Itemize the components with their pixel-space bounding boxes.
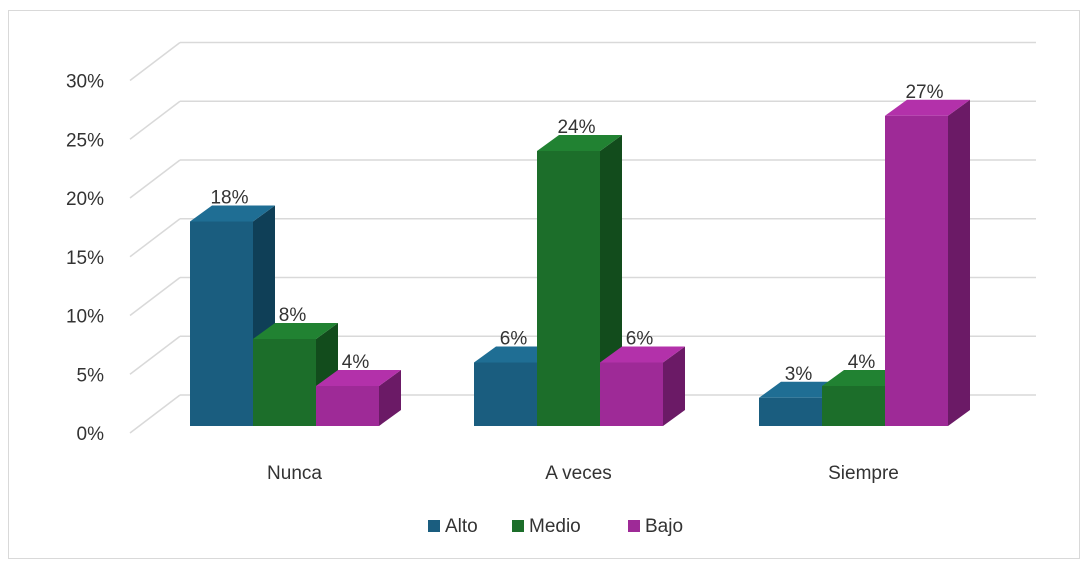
gridline-diagonal [129, 41, 181, 82]
bar-top [253, 323, 338, 339]
category-label: A veces [545, 463, 612, 484]
bar-top [600, 346, 685, 363]
bar [600, 362, 663, 426]
gridline-diagonal [129, 335, 181, 375]
y-tick-label: 10% [66, 307, 104, 328]
y-tick-label: 25% [66, 130, 104, 151]
bar-side [379, 370, 401, 426]
data-label: 4% [848, 352, 876, 373]
data-label: 18% [210, 188, 248, 209]
bar [885, 115, 948, 426]
x-axis-categories: Nunca A veces Siempre [267, 463, 899, 484]
legend-swatch [512, 520, 524, 532]
bar-top [537, 135, 622, 151]
data-label: 4% [342, 352, 370, 373]
y-tick-label: 30% [66, 72, 104, 93]
data-label: 8% [279, 305, 307, 326]
category-label: Nunca [267, 463, 322, 484]
gridline-diagonal [129, 100, 181, 140]
legend: Alto Medio Bajo [428, 516, 683, 537]
data-label: 6% [500, 329, 528, 350]
legend-label: Medio [529, 516, 581, 537]
bar [537, 151, 600, 426]
bar-side [948, 99, 970, 426]
data-label: 6% [626, 329, 654, 350]
bar-top [885, 99, 970, 116]
legend-label: Alto [445, 516, 478, 537]
legend-swatch [628, 520, 640, 532]
gridline-diagonal [129, 218, 181, 258]
y-tick-label: 15% [66, 248, 104, 269]
data-label: 27% [905, 82, 943, 103]
y-tick-label: 5% [77, 365, 105, 386]
data-label: 24% [557, 117, 595, 138]
gridline-diagonal [129, 159, 181, 199]
data-labels: 18% 8% 4% 6% 24% 6% 3% 4% 27% [210, 82, 943, 385]
bar [316, 386, 379, 426]
data-label: 3% [785, 364, 813, 385]
legend-label: Bajo [645, 516, 683, 537]
bars [190, 99, 970, 426]
y-tick-label: 20% [66, 189, 104, 210]
bar-top [316, 370, 401, 386]
bar-top [190, 205, 275, 222]
bar [474, 362, 537, 426]
bar [822, 386, 885, 426]
y-axis-ticks: 0% 5% 10% 15% 20% 25% 30% [66, 72, 104, 446]
gridline-diagonal [129, 394, 181, 434]
y-tick-label: 0% [77, 424, 105, 445]
bar [759, 397, 822, 426]
gridline-diagonal [129, 276, 181, 317]
bar [190, 221, 253, 426]
bar-side [663, 346, 685, 426]
bar [253, 339, 316, 426]
category-label: Siempre [828, 463, 899, 484]
legend-swatch [428, 520, 440, 532]
